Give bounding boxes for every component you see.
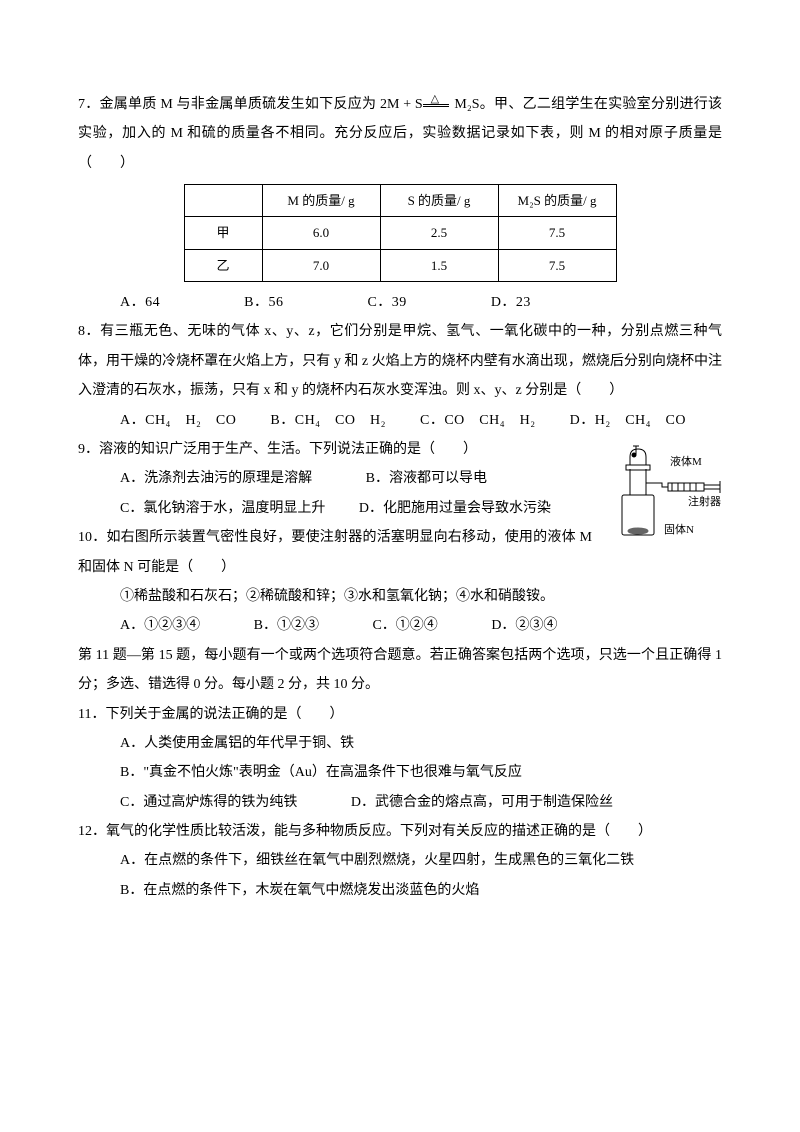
option-d: D．H₂ CH₄ CO xyxy=(570,406,686,435)
q7-options: A．64 B．56 C．39 D．23 xyxy=(78,288,722,317)
option-b: B．"真金不怕火炼"表明金（Au）在高温条件下也很难与氧气反应 xyxy=(78,758,722,787)
option-a: A．人类使用金属铝的年代早于铜、铁 xyxy=(78,729,722,758)
option-a: A．64 xyxy=(120,288,160,317)
option-d: D．②③④ xyxy=(491,618,557,633)
q10-options: A．①②③④ B．①②③ C．①②④ D．②③④ xyxy=(78,611,722,640)
label-solid-n: 固体N xyxy=(664,522,694,536)
cell: 甲 xyxy=(184,217,262,249)
label-liquid-m: 液体M xyxy=(670,454,702,468)
cell: 6.0 xyxy=(262,217,380,249)
section-note: 第 11 题—第 15 题，每小题有一个或两个选项符合题意。若正确答案包括两个选… xyxy=(78,641,722,700)
option-b: B．溶液都可以导电 xyxy=(366,471,487,486)
cell: 2.5 xyxy=(380,217,498,249)
cell: S 的质量/ g xyxy=(380,185,498,217)
cell: 7.0 xyxy=(262,249,380,281)
q10-sub: ①稀盐酸和石灰石；②稀硫酸和锌；③水和氢氧化钠；④水和硝酸铵。 xyxy=(78,582,722,611)
label-syringe: 注射器 xyxy=(688,494,721,508)
cell: 1.5 xyxy=(380,249,498,281)
option-c: C．39 xyxy=(367,288,406,317)
option-a: A．洗涤剂去油污的原理是溶解 xyxy=(120,471,312,486)
option-a: A．CH₄ H₂ CO xyxy=(120,406,236,435)
q8-options: A．CH₄ H₂ CO B．CH₄ CO H₂ C．CO CH₄ H₂ D．H₂… xyxy=(78,406,722,435)
option-c: C．氯化钠溶于水，温度明显上升 xyxy=(120,501,325,516)
option-a: A．在点燃的条件下，细铁丝在氧气中剧烈燃烧，火星四射，生成黑色的三氧化二铁 xyxy=(78,846,722,875)
option-b: B．①②③ xyxy=(254,618,319,633)
q7-text-a: 7．金属单质 M 与非金属单质硫发生如下反应为 2M + S xyxy=(78,97,423,112)
q8-stem: 8．有三瓶无色、无味的气体 x、y、z，它们分别是甲烷、氢气、一氧化碳中的一种，… xyxy=(78,317,722,405)
q7-stem: 7．金属单质 M 与非金属单质硫发生如下反应为 2M + S△ M₂S。甲、乙二… xyxy=(78,90,722,178)
option-b: B．CH₄ CO H₂ xyxy=(270,406,386,435)
option-d: D．武德合金的熔点高，可用于制造保险丝 xyxy=(351,795,613,810)
table-row: M 的质量/ g S 的质量/ g M₂S 的质量/ g xyxy=(184,185,616,217)
cell: M 的质量/ g xyxy=(262,185,380,217)
cell: 7.5 xyxy=(498,249,616,281)
cell: 7.5 xyxy=(498,217,616,249)
table-row: 甲 6.0 2.5 7.5 xyxy=(184,217,616,249)
cell: M₂S 的质量/ g xyxy=(498,185,616,217)
option-c: C．CO CH₄ H₂ xyxy=(420,406,536,435)
option-a: A．①②③④ xyxy=(120,618,200,633)
option-b: B．56 xyxy=(244,288,283,317)
table-row: 乙 7.0 1.5 7.5 xyxy=(184,249,616,281)
cell xyxy=(184,185,262,217)
q11-row-cd: C．通过高炉炼得的铁为纯铁 D．武德合金的熔点高，可用于制造保险丝 xyxy=(78,788,722,817)
cell: 乙 xyxy=(184,249,262,281)
option-d: D．23 xyxy=(491,288,531,317)
apparatus-diagram: 液体M 注射器 固体N xyxy=(612,443,730,543)
q11-stem: 11．下列关于金属的说法正确的是（ ） xyxy=(78,700,722,729)
option-b: B．在点燃的条件下，木炭在氧气中燃烧发出淡蓝色的火焰 xyxy=(78,876,722,905)
q12-stem: 12．氧气的化学性质比较活泼，能与多种物质反应。下列对有关反应的描述正确的是（ … xyxy=(78,817,722,846)
reaction-arrow: △ xyxy=(423,102,451,107)
q7-table: M 的质量/ g S 的质量/ g M₂S 的质量/ g 甲 6.0 2.5 7… xyxy=(184,184,617,282)
option-c: C．①②④ xyxy=(372,618,437,633)
option-c: C．通过高炉炼得的铁为纯铁 xyxy=(120,795,297,810)
option-d: D．化肥施用过量会导致水污染 xyxy=(359,501,551,516)
